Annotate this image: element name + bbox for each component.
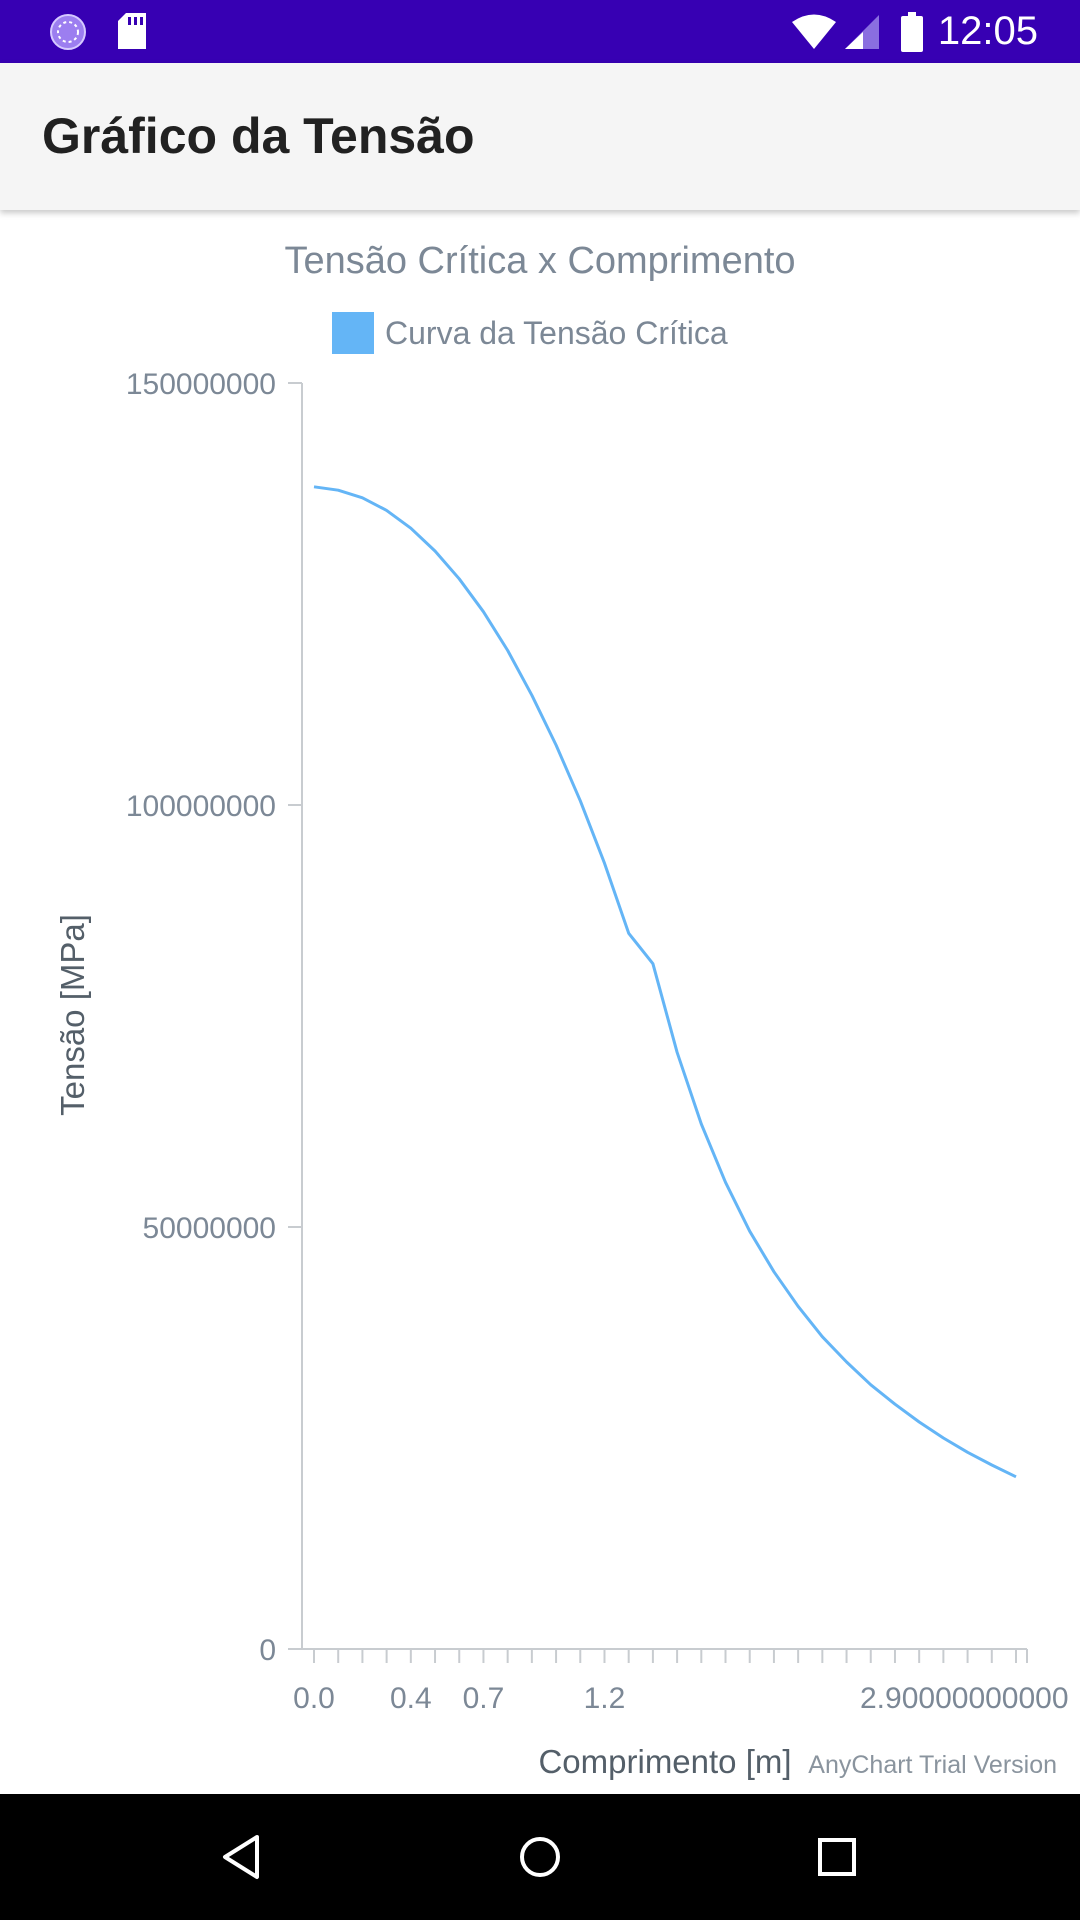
back-button[interactable]: [178, 1794, 304, 1920]
sd-card-icon: [114, 0, 150, 63]
x-tick-label: 0.0: [293, 1682, 335, 1715]
signal-icon: [844, 0, 882, 63]
legend-swatch: [332, 312, 374, 354]
home-icon: [520, 1837, 560, 1877]
battery-icon: [900, 0, 924, 63]
recents-icon: [818, 1838, 856, 1876]
status-time: 12:05: [937, 9, 1038, 53]
legend-label: Curva da Tensão Crítica: [385, 315, 728, 351]
y-tick-label: 100000000: [126, 790, 276, 823]
y-tick-label: 0: [259, 1634, 276, 1667]
recents-button[interactable]: [774, 1794, 900, 1920]
wifi-icon: [790, 0, 838, 63]
chart-container: Tensão Crítica x Comprimento Curva da Te…: [0, 210, 1080, 1794]
series-line: [313, 485, 1017, 1479]
x-tick-label: 2.90000000000: [860, 1682, 1069, 1715]
home-button[interactable]: [477, 1794, 603, 1920]
page-title: Gráfico da Tensão: [42, 108, 475, 164]
sync-icon: [46, 0, 90, 63]
x-tick-label: 0.7: [463, 1682, 505, 1715]
axes: 0 50000000 100000000 150000000 0.0 0.4 0.7 1.2 2…: [126, 368, 1069, 1715]
y-axis-title: Tensão [MPa]: [54, 914, 91, 1116]
x-axis-title: Comprimento [m]: [538, 1743, 791, 1780]
x-tick-label: 1.2: [584, 1682, 626, 1715]
watermark: AnyChart Trial Version: [808, 1751, 1057, 1779]
x-tick-label: 0.4: [390, 1682, 432, 1715]
line-chart: Tensão Crítica x Comprimento Curva da Te…: [54, 240, 1069, 1780]
back-icon: [223, 1835, 259, 1879]
app-bar: Gráfico da Tensão: [0, 63, 1080, 210]
plot-area: [313, 485, 1017, 1479]
legend[interactable]: Curva da Tensão Crítica: [332, 312, 728, 354]
y-tick-label: 150000000: [126, 368, 276, 401]
status-bar: 12:05: [0, 0, 1080, 63]
y-tick-label: 50000000: [143, 1212, 276, 1245]
nav-bar: [0, 1794, 1080, 1920]
chart-title: Tensão Crítica x Comprimento: [284, 240, 795, 282]
